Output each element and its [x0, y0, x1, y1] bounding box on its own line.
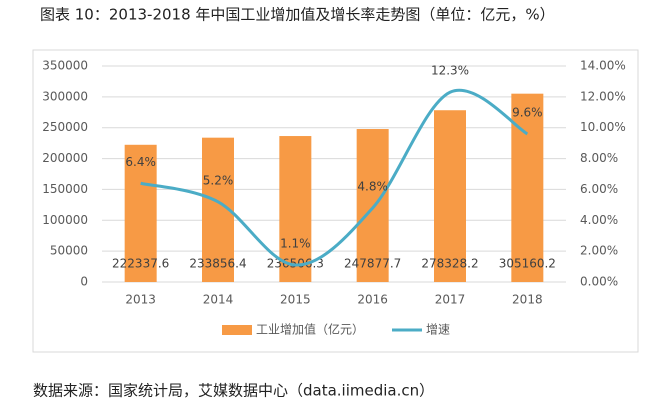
bar: [434, 110, 466, 282]
bar: [356, 129, 389, 282]
bar: [124, 144, 157, 282]
y2-tick-label: 0.00%: [580, 275, 618, 289]
growth-line: [140, 88, 529, 267]
x-tick-label: 2016: [357, 293, 388, 307]
line-value-label: 9.6%: [512, 105, 543, 119]
chart-title: 图表 10：2013-2018 年中国工业增加值及增长率走势图（单位：亿元，%）: [40, 6, 555, 24]
y-tick-label: 250000: [42, 120, 88, 134]
bar-value-label: 247877.7: [344, 257, 401, 271]
legend-label: 增速: [426, 323, 450, 337]
y-tick-label: 350000: [42, 59, 88, 73]
y2-tick-label: 12.00%: [580, 89, 626, 103]
source-note: 数据来源：国家统计局，艾媒数据中心（data.iimedia.cn）: [33, 382, 434, 400]
line-value-label: 5.2%: [203, 173, 234, 187]
y-tick-label: 100000: [42, 213, 88, 227]
chart-frame: [32, 49, 639, 353]
x-tick-label: 2015: [280, 293, 311, 307]
bar-value-label: 278328.2: [421, 257, 478, 271]
y2-tick-label: 6.00%: [580, 182, 618, 196]
legend-label: 工业增加值（亿元）: [256, 322, 364, 337]
line-value-label: 12.3%: [431, 64, 469, 78]
bar: [511, 93, 544, 282]
bar: [279, 136, 312, 282]
line-value-label: 6.4%: [125, 155, 156, 169]
x-tick-label: 2014: [203, 293, 234, 307]
y-tick-label: 0: [80, 275, 88, 289]
y-tick-label: 50000: [50, 244, 88, 258]
x-tick-label: 2018: [512, 293, 543, 307]
y2-tick-label: 8.00%: [580, 151, 618, 165]
x-tick-label: 2017: [435, 293, 466, 307]
legend-swatch: [222, 325, 252, 335]
y-tick-label: 150000: [42, 182, 88, 196]
x-tick-label: 2013: [125, 293, 156, 307]
y2-tick-label: 10.00%: [580, 120, 626, 134]
bar-value-label: 233856.4: [189, 257, 246, 271]
y2-tick-label: 4.00%: [580, 213, 618, 227]
y-tick-label: 300000: [42, 89, 88, 103]
y2-tick-label: 2.00%: [580, 244, 618, 258]
y-tick-label: 200000: [42, 151, 88, 165]
line-value-label: 4.8%: [357, 179, 388, 193]
line-value-label: 1.1%: [280, 237, 311, 251]
bar-value-label: 222337.6: [112, 257, 169, 271]
bar-value-label: 305160.2: [499, 257, 556, 271]
y2-tick-label: 14.00%: [580, 59, 626, 73]
